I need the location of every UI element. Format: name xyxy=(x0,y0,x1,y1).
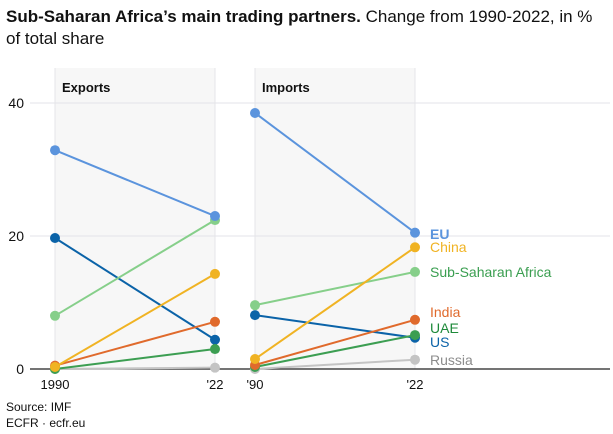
x-tick-label: '90 xyxy=(247,377,264,392)
series-line-eu-exports xyxy=(54,149,216,217)
series-line-uae-exports xyxy=(54,348,216,370)
panel-title: Imports xyxy=(262,80,310,95)
series-line-china-exports xyxy=(54,273,216,368)
point-us-exports-1990 xyxy=(50,232,60,243)
series-line-sub-saharan-africa-imports xyxy=(254,270,416,307)
x-tick-label: '22 xyxy=(207,377,224,392)
y-tick-label: 0 xyxy=(16,361,24,377)
series-line-russia-exports xyxy=(54,366,216,370)
source-text: Source: IMF xyxy=(6,400,72,414)
series-label-eu: EU xyxy=(430,226,449,242)
series-line-china-imports xyxy=(254,246,416,360)
x-tick-label: '22 xyxy=(407,377,424,392)
title-bold: Sub-Saharan Africa’s main trading partne… xyxy=(6,7,361,26)
point-sub-saharan-africa-imports-2022 xyxy=(410,266,420,277)
series-line-eu-imports xyxy=(254,112,416,234)
point-eu-exports-1990 xyxy=(50,145,60,156)
series-label-india: India xyxy=(430,304,461,320)
panel-title: Exports xyxy=(62,80,110,95)
point-russia-exports-2022 xyxy=(210,362,220,373)
title-rest: Change from 1990-2022, in % of total sha… xyxy=(6,7,593,48)
panel-bg-imports xyxy=(255,68,415,369)
panel-bg-exports xyxy=(55,68,215,369)
series-line-india-exports xyxy=(54,320,216,367)
point-eu-imports-2022 xyxy=(410,227,420,238)
series-label-us: US xyxy=(430,334,449,350)
point-india-exports-2022 xyxy=(210,316,220,327)
chart-title: Sub-Saharan Africa’s main trading partne… xyxy=(6,6,606,50)
point-china-exports-1990 xyxy=(50,362,60,373)
point-eu-imports-1990 xyxy=(250,107,260,118)
series-label-sub-saharan-africa: Sub-Saharan Africa xyxy=(430,264,552,280)
source-note: Source: IMF ECFR · ecfr.eu xyxy=(6,399,85,431)
point-sub-saharan-africa-imports-1990 xyxy=(250,300,260,311)
point-china-exports-2022 xyxy=(210,268,220,279)
point-russia-imports-2022 xyxy=(410,354,420,365)
y-tick-label: 40 xyxy=(8,95,24,111)
point-india-imports-2022 xyxy=(410,314,420,325)
point-china-imports-2022 xyxy=(410,242,420,253)
series-label-uae: UAE xyxy=(430,320,459,336)
y-tick-label: 20 xyxy=(8,228,24,244)
series-line-sub-saharan-africa-exports xyxy=(54,219,216,317)
series-line-india-imports xyxy=(254,318,416,366)
x-tick-label: 1990 xyxy=(41,377,70,392)
point-sub-saharan-africa-exports-1990 xyxy=(50,310,60,321)
credit-text: ECFR · ecfr.eu xyxy=(6,416,86,430)
series-line-us-imports xyxy=(254,314,416,339)
series-line-russia-imports xyxy=(254,358,416,370)
series-line-uae-imports xyxy=(254,334,416,368)
point-us-exports-2022 xyxy=(210,334,220,345)
series-label-russia: Russia xyxy=(430,352,473,368)
series-line-us-exports xyxy=(54,237,216,341)
point-uae-exports-2022 xyxy=(210,344,220,355)
point-china-imports-1990 xyxy=(250,354,260,365)
series-label-china: China xyxy=(430,239,467,255)
point-eu-exports-2022 xyxy=(210,211,220,222)
point-uae-imports-2022 xyxy=(410,330,420,341)
point-us-imports-1990 xyxy=(250,310,260,321)
